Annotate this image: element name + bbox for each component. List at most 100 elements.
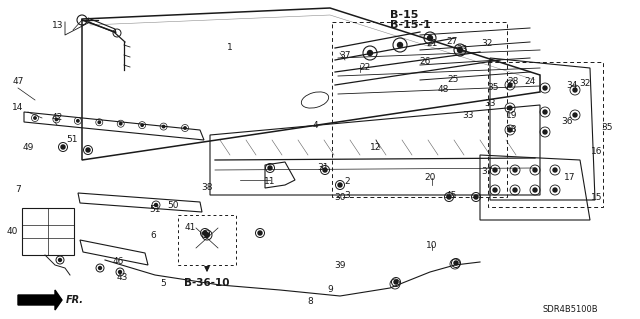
Text: 17: 17 [564,174,576,182]
Circle shape [454,261,458,265]
Text: 8: 8 [307,298,313,307]
Text: 10: 10 [426,241,438,249]
Text: 12: 12 [371,144,381,152]
Text: 39: 39 [334,261,346,270]
Circle shape [508,106,512,110]
Circle shape [55,118,58,121]
Text: 51: 51 [149,205,161,214]
Circle shape [205,233,209,237]
Text: 30: 30 [334,194,346,203]
Text: 33: 33 [484,99,496,108]
Circle shape [99,266,102,270]
Text: 9: 9 [327,285,333,293]
Text: 4: 4 [312,121,318,130]
Circle shape [77,120,79,122]
Text: 41: 41 [184,224,196,233]
Text: 43: 43 [116,273,128,283]
Circle shape [394,280,398,284]
Text: 15: 15 [591,192,603,202]
Text: 38: 38 [201,183,212,192]
Text: 35: 35 [601,123,612,132]
Text: 40: 40 [6,227,18,236]
Circle shape [58,258,61,262]
Text: 19: 19 [506,110,518,120]
Text: 36: 36 [561,117,573,127]
Polygon shape [18,290,62,310]
Circle shape [573,88,577,92]
Text: 5: 5 [160,278,166,287]
Circle shape [338,183,342,187]
Circle shape [513,168,517,172]
Circle shape [553,168,557,172]
Text: 48: 48 [437,85,449,94]
Text: B-15-1: B-15-1 [390,20,431,30]
Circle shape [98,121,100,123]
Circle shape [508,128,512,132]
Text: B-36-10: B-36-10 [184,278,230,288]
Circle shape [163,125,164,128]
Text: 31: 31 [317,164,329,173]
Circle shape [474,195,478,199]
Bar [178,215,236,265]
Text: 3: 3 [344,191,350,201]
Text: 34: 34 [566,80,578,90]
Text: 27: 27 [446,38,458,47]
Circle shape [493,188,497,192]
Circle shape [533,188,537,192]
Text: 2: 2 [344,177,350,187]
Circle shape [553,188,557,192]
Text: 26: 26 [419,57,431,66]
Circle shape [533,168,537,172]
Circle shape [154,204,157,206]
Circle shape [268,166,272,170]
Text: 47: 47 [12,78,24,86]
Circle shape [34,117,36,119]
Circle shape [118,271,122,273]
Bar [488,62,603,207]
Circle shape [86,148,90,152]
Text: 33: 33 [462,110,474,120]
Text: 1: 1 [227,43,233,53]
Text: 49: 49 [22,143,34,152]
Text: 24: 24 [524,78,536,86]
Text: 35: 35 [487,84,499,93]
Circle shape [493,168,497,172]
Text: 23: 23 [456,46,468,55]
Text: 22: 22 [360,63,371,72]
Text: 25: 25 [447,76,459,85]
Text: 32: 32 [481,39,493,48]
Circle shape [397,42,403,48]
Circle shape [367,50,372,56]
Circle shape [61,145,65,149]
Text: FR.: FR. [66,295,84,305]
Text: 50: 50 [167,201,179,210]
Circle shape [141,124,143,126]
Text: 37: 37 [339,50,351,60]
Text: 45: 45 [445,190,457,199]
Circle shape [543,130,547,134]
Text: SDR4B5100B: SDR4B5100B [542,306,598,315]
Text: 14: 14 [12,102,24,112]
Text: 46: 46 [112,257,124,266]
Circle shape [120,122,122,125]
Text: 6: 6 [150,231,156,240]
Text: 7: 7 [15,186,21,195]
Circle shape [428,35,433,41]
Text: 13: 13 [52,20,64,29]
Text: 28: 28 [508,78,518,86]
Text: B-15: B-15 [390,10,419,20]
Text: 18: 18 [506,125,518,135]
Text: 37: 37 [481,167,493,176]
Text: 21: 21 [426,39,438,48]
Circle shape [513,188,517,192]
Text: 42: 42 [51,113,63,122]
Circle shape [184,127,186,129]
Text: 51: 51 [67,136,77,145]
Text: 32: 32 [579,78,591,87]
Circle shape [447,195,451,199]
Text: 11: 11 [264,177,276,187]
Circle shape [573,113,577,117]
Text: 16: 16 [591,147,603,157]
Circle shape [543,86,547,90]
Circle shape [258,231,262,235]
